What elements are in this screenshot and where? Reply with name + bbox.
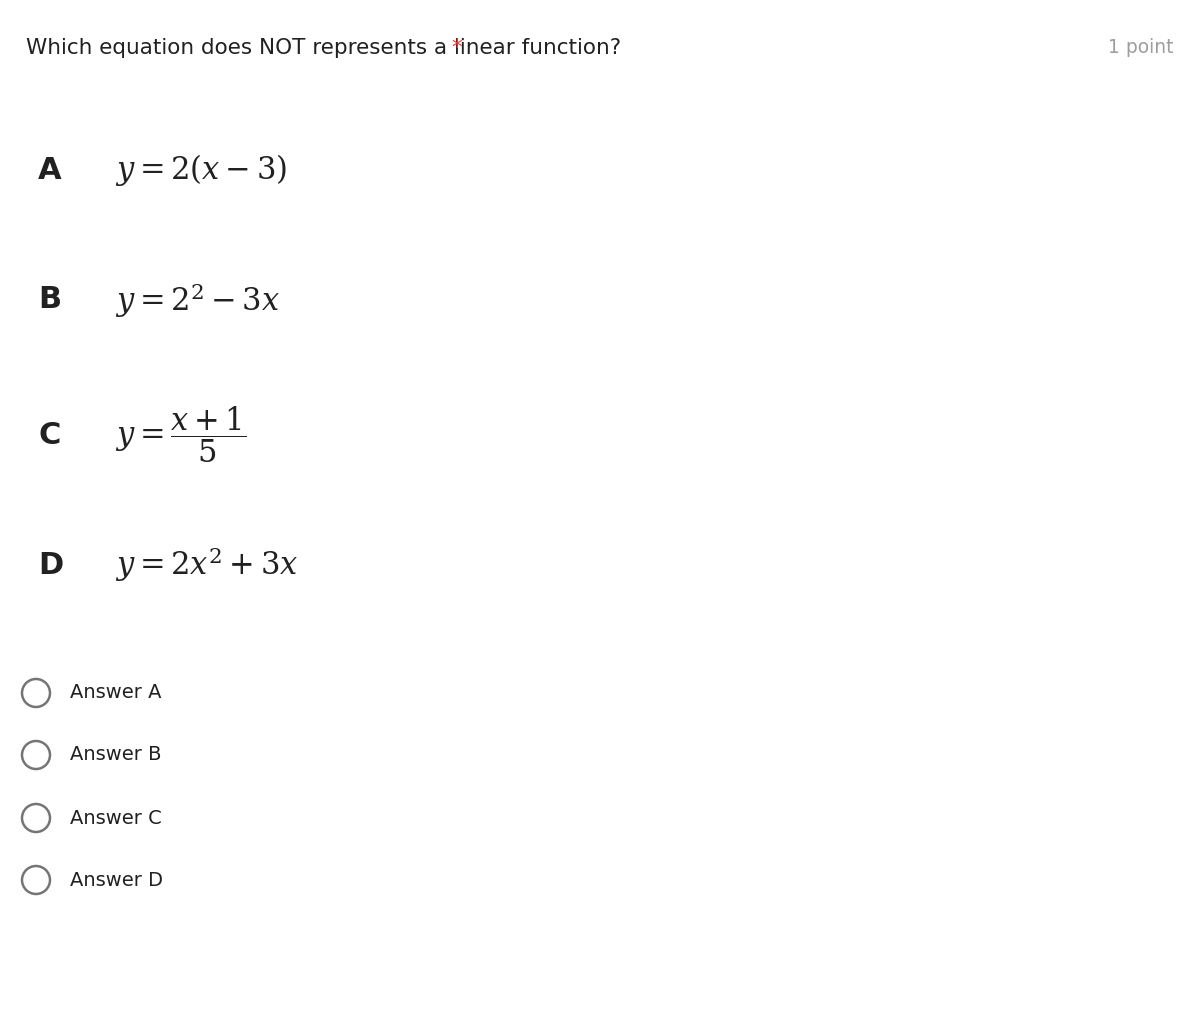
Text: Which equation does NOT represents a linear function?: Which equation does NOT represents a lin… <box>26 38 622 58</box>
Text: $y = 2(x - 3)$: $y = 2(x - 3)$ <box>115 152 287 188</box>
Text: $y = 2x^2 + 3x$: $y = 2x^2 + 3x$ <box>115 546 299 584</box>
Text: C: C <box>38 420 60 450</box>
Text: 1 point: 1 point <box>1109 38 1174 57</box>
Text: $y = 2^2 - 3x$: $y = 2^2 - 3x$ <box>115 281 280 320</box>
Text: *: * <box>451 38 462 58</box>
Text: A: A <box>38 156 61 184</box>
Text: Answer D: Answer D <box>70 870 163 890</box>
Text: Answer A: Answer A <box>70 683 162 702</box>
Text: Answer C: Answer C <box>70 808 162 828</box>
Text: Answer B: Answer B <box>70 745 162 765</box>
Text: D: D <box>38 551 64 579</box>
Text: $y = \dfrac{x + 1}{5}$: $y = \dfrac{x + 1}{5}$ <box>115 405 246 465</box>
Text: B: B <box>38 285 61 315</box>
